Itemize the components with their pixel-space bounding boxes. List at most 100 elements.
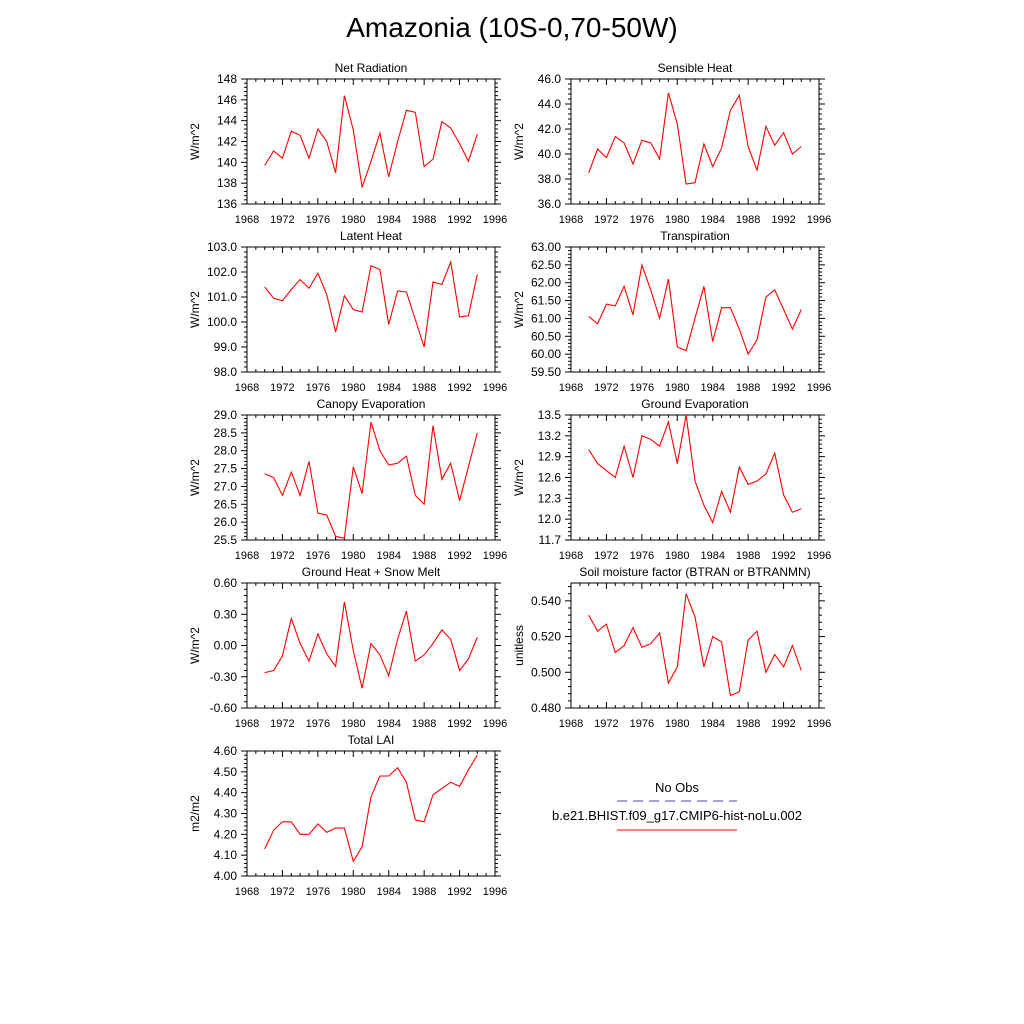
x-tick-label: 1976 xyxy=(306,550,330,562)
y-tick-label: 28.5 xyxy=(214,426,238,440)
chart-panel: Canopy Evaporation W/m^2 1968 1972 1976 1980 1… xyxy=(188,397,507,562)
x-tick-label: 1996 xyxy=(483,214,507,226)
y-tick-label: 26.5 xyxy=(214,497,238,511)
x-tick-label: 1972 xyxy=(594,214,618,226)
y-tick-label: 61.00 xyxy=(531,311,561,325)
y-tick-label: 27.0 xyxy=(214,479,238,493)
y-tick-label: 102.0 xyxy=(207,265,237,279)
chart-panel: Ground Evaporation W/m^2 1968 1972 1976 1980 1… xyxy=(512,397,831,562)
x-tick-label: 1972 xyxy=(270,718,294,730)
panel-title: Total LAI xyxy=(348,733,395,747)
y-tick-label: 60.00 xyxy=(531,347,561,361)
y-tick-label: 4.20 xyxy=(214,827,238,841)
x-tick-label: 1968 xyxy=(235,382,259,394)
x-tick-label: 1980 xyxy=(341,214,365,226)
panel-title: Net Radiation xyxy=(335,61,408,75)
y-tick-label: 13.5 xyxy=(538,408,562,422)
y-tick-label: 148 xyxy=(217,72,237,86)
series-line xyxy=(264,754,478,863)
x-tick-label: 1968 xyxy=(235,214,259,226)
x-tick-label: 1992 xyxy=(771,382,795,394)
x-tick-label: 1968 xyxy=(559,214,583,226)
x-tick-label: 1976 xyxy=(306,382,330,394)
x-tick-label: 1972 xyxy=(270,886,294,898)
x-tick-label: 1980 xyxy=(665,718,689,730)
panel-title: Latent Heat xyxy=(340,229,403,243)
series-line xyxy=(264,95,478,188)
y-tick-label: 101.0 xyxy=(207,290,237,304)
x-tick-label: 1968 xyxy=(559,718,583,730)
x-tick-label: 1972 xyxy=(270,550,294,562)
x-tick-label: 1984 xyxy=(376,214,400,226)
chart-panel: Soil moisture factor (BTRAN or BTRANMN) u… xyxy=(512,565,831,730)
chart-panel: Net Radiation W/m^2 1968 1972 1976 1980 1984 19… xyxy=(188,61,507,226)
y-tick-label: 12.0 xyxy=(538,512,562,526)
x-tick-label: 1992 xyxy=(447,550,471,562)
x-tick-label: 1988 xyxy=(736,382,760,394)
series-line xyxy=(588,414,802,525)
y-tick-label: 98.0 xyxy=(214,365,238,379)
x-tick-label: 1984 xyxy=(700,550,724,562)
x-tick-label: 1992 xyxy=(771,718,795,730)
y-tick-label: 29.0 xyxy=(214,408,238,422)
y-tick-label: 25.5 xyxy=(214,533,238,547)
x-tick-label: 1996 xyxy=(807,214,831,226)
x-tick-label: 1980 xyxy=(665,214,689,226)
y-tick-label: 46.0 xyxy=(538,72,562,86)
x-tick-label: 1980 xyxy=(341,550,365,562)
x-tick-label: 1980 xyxy=(341,382,365,394)
y-tick-label: 4.30 xyxy=(214,807,238,821)
x-tick-label: 1980 xyxy=(341,718,365,730)
x-tick-label: 1972 xyxy=(270,214,294,226)
panel-title: Ground Evaporation xyxy=(641,397,748,411)
plot-frame xyxy=(570,246,820,373)
x-tick-label: 1972 xyxy=(594,550,618,562)
y-tick-label: 0.60 xyxy=(214,576,238,590)
x-tick-label: 1976 xyxy=(630,214,654,226)
y-tick-label: 40.0 xyxy=(538,147,562,161)
series-line xyxy=(588,92,802,185)
chart-panel: Total LAI m2/m2 1968 1972 1976 1980 1984 1988 19… xyxy=(188,733,507,898)
y-tick-label: -0.30 xyxy=(210,670,238,684)
x-tick-label: 1996 xyxy=(807,382,831,394)
y-tick-label: 12.6 xyxy=(538,471,562,485)
x-tick-label: 1984 xyxy=(700,214,724,226)
panel-title: Sensible Heat xyxy=(658,61,733,75)
x-tick-label: 1992 xyxy=(447,718,471,730)
legend: No Obs b.e21.BHIST.f09_g17.CMIP6-hist-noL… xyxy=(552,780,802,831)
panel-title: Soil moisture factor (BTRAN or BTRANMN) xyxy=(579,565,810,579)
x-tick-label: 1988 xyxy=(412,382,436,394)
y-axis-label: W/m^2 xyxy=(512,291,526,328)
y-tick-label: 0.500 xyxy=(531,665,561,679)
y-tick-label: 142 xyxy=(217,135,237,149)
x-tick-label: 1976 xyxy=(630,382,654,394)
x-tick-label: 1988 xyxy=(412,718,436,730)
y-tick-label: 0.00 xyxy=(214,639,238,653)
x-tick-label: 1972 xyxy=(270,382,294,394)
y-tick-label: 27.5 xyxy=(214,462,238,476)
chart-panel: Sensible Heat W/m^2 1968 1972 1976 1980 1984 19… xyxy=(512,61,831,226)
plot-frame xyxy=(570,582,820,709)
x-tick-label: 1980 xyxy=(665,382,689,394)
x-tick-label: 1992 xyxy=(771,550,795,562)
y-axis-label: m2/m2 xyxy=(188,795,202,832)
y-tick-label: 60.50 xyxy=(531,329,561,343)
y-tick-label: 4.00 xyxy=(214,869,238,883)
x-tick-label: 1980 xyxy=(341,886,365,898)
plot-frame xyxy=(246,414,496,541)
x-tick-label: 1976 xyxy=(630,550,654,562)
y-tick-label: 144 xyxy=(217,114,237,128)
x-tick-label: 1984 xyxy=(376,718,400,730)
y-tick-label: 63.00 xyxy=(531,240,561,254)
y-tick-label: 0.540 xyxy=(531,594,561,608)
x-tick-label: 1992 xyxy=(447,886,471,898)
panel-title: Transpiration xyxy=(660,229,730,243)
series-line xyxy=(588,593,802,697)
x-tick-label: 1976 xyxy=(630,718,654,730)
y-tick-label: 12.3 xyxy=(538,491,562,505)
y-tick-label: 61.50 xyxy=(531,294,561,308)
x-tick-label: 1996 xyxy=(483,886,507,898)
x-tick-label: 1988 xyxy=(736,718,760,730)
x-tick-label: 1976 xyxy=(306,886,330,898)
y-tick-label: 0.30 xyxy=(214,607,238,621)
